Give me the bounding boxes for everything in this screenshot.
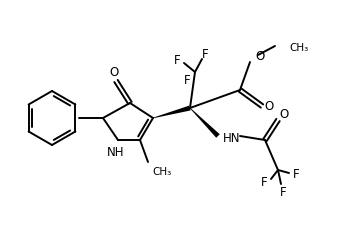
Text: F: F	[280, 185, 286, 198]
Text: O: O	[109, 67, 119, 79]
Text: CH₃: CH₃	[289, 43, 308, 53]
Polygon shape	[190, 108, 220, 138]
Text: F: F	[174, 54, 180, 67]
Text: HN: HN	[223, 133, 241, 146]
Text: F: F	[293, 168, 299, 182]
Text: NH: NH	[107, 146, 125, 159]
Text: F: F	[184, 73, 190, 86]
Text: CH₃: CH₃	[152, 167, 171, 177]
Text: F: F	[202, 48, 208, 61]
Text: O: O	[255, 51, 264, 64]
Polygon shape	[153, 106, 191, 118]
Text: O: O	[264, 100, 274, 112]
Text: O: O	[279, 107, 289, 121]
Text: F: F	[261, 176, 267, 188]
